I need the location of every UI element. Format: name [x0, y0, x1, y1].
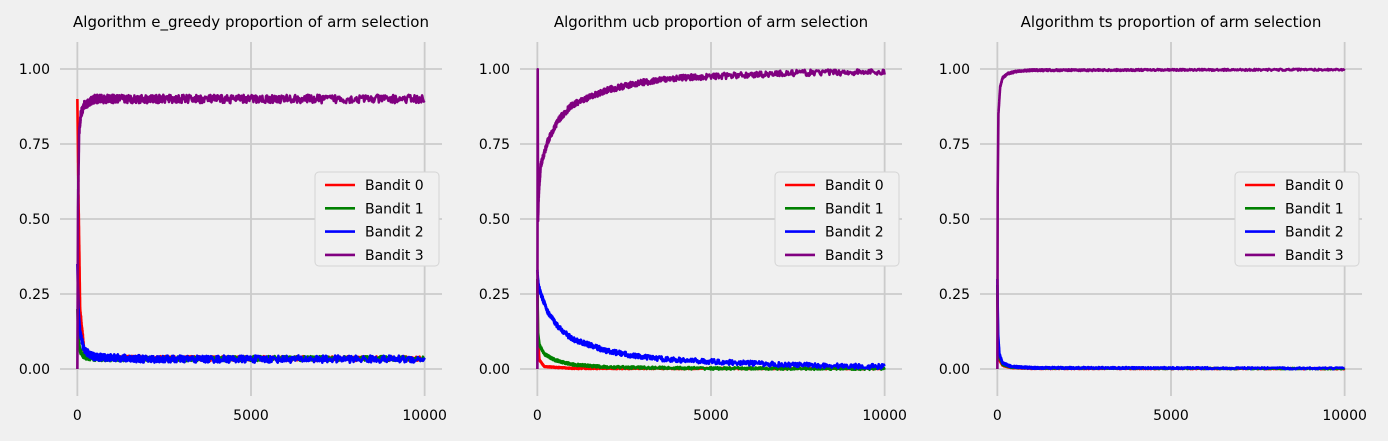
legend-label-bandit-1: Bandit 1 [1285, 201, 1344, 217]
legend-box [314, 171, 440, 267]
legend-label-bandit-2: Bandit 2 [1285, 225, 1344, 241]
chart-title: Algorithm ts proportion of arm selection [1021, 13, 1322, 31]
legend-box [774, 171, 900, 267]
y-tick-label: 0.50 [19, 212, 50, 228]
y-tick-label: 0.25 [939, 287, 970, 303]
series-line-bandit-3 [536, 68, 886, 371]
legend-label-bandit-0: Bandit 0 [825, 178, 884, 194]
y-tick-label: 0.50 [939, 212, 970, 228]
legend-label-bandit-0: Bandit 0 [1285, 178, 1344, 194]
legend-label-bandit-1: Bandit 1 [825, 201, 884, 217]
legend-label-bandit-0: Bandit 0 [365, 178, 424, 194]
legend: Bandit 0 Bandit 1 Bandit 2 Bandit 3 [1234, 171, 1360, 267]
x-tick-label: 10000 [402, 408, 447, 424]
y-tick-label: 0.25 [479, 287, 510, 303]
y-tick-label: 0.75 [479, 137, 510, 153]
y-tick-label: 0.75 [939, 137, 970, 153]
y-tick-label: 0.00 [19, 362, 50, 378]
y-tick-label: 0.50 [479, 212, 510, 228]
x-tick-label: 0 [533, 408, 542, 424]
series-line-bandit-2 [76, 262, 426, 364]
series-line-bandit-1 [536, 277, 886, 372]
series-line-bandit-3 [76, 93, 426, 371]
legend-label-bandit-3: Bandit 3 [825, 248, 884, 264]
x-tick-label: 10000 [1322, 408, 1367, 424]
legend-label-bandit-2: Bandit 2 [825, 225, 884, 241]
chart-panel-0: Algorithm e_greedy proportion of arm sel… [19, 13, 447, 424]
chart-title: Algorithm ucb proportion of arm selectio… [554, 13, 868, 31]
y-tick-label: 0.75 [19, 137, 50, 153]
chart-panel-1: Algorithm ucb proportion of arm selectio… [479, 13, 907, 424]
y-tick-label: 1.00 [479, 62, 510, 78]
y-tick-label: 0.00 [479, 362, 510, 378]
series-line-bandit-3 [996, 67, 1346, 371]
x-tick-label: 5000 [1153, 408, 1189, 424]
legend: Bandit 0 Bandit 1 Bandit 2 Bandit 3 [774, 171, 900, 267]
y-tick-label: 0.00 [939, 362, 970, 378]
legend-label-bandit-3: Bandit 3 [1285, 248, 1344, 264]
y-tick-label: 0.25 [19, 287, 50, 303]
x-tick-label: 5000 [693, 408, 729, 424]
series-line-bandit-2 [996, 277, 1346, 371]
series-line-bandit-2 [536, 268, 886, 371]
y-tick-label: 1.00 [939, 62, 970, 78]
legend-label-bandit-1: Bandit 1 [365, 201, 424, 217]
chart-panel-2: Algorithm ts proportion of arm selection… [939, 13, 1367, 424]
legend-box [1234, 171, 1360, 267]
legend-label-bandit-2: Bandit 2 [365, 225, 424, 241]
y-tick-label: 1.00 [19, 62, 50, 78]
x-tick-label: 0 [73, 408, 82, 424]
x-tick-label: 5000 [233, 408, 269, 424]
chart-title: Algorithm e_greedy proportion of arm sel… [73, 13, 429, 32]
legend-label-bandit-3: Bandit 3 [365, 248, 424, 264]
legend: Bandit 0 Bandit 1 Bandit 2 Bandit 3 [314, 171, 440, 267]
x-tick-label: 10000 [862, 408, 907, 424]
x-tick-label: 0 [993, 408, 1002, 424]
